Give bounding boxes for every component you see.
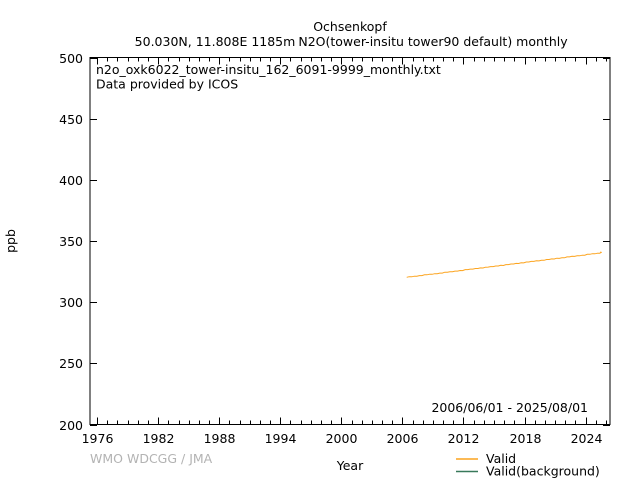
x-tick-label: 2018 — [510, 431, 542, 446]
y-tick-label: 400 — [59, 173, 83, 188]
legend: Valid Valid(background) — [456, 451, 600, 479]
x-tick-label: 1976 — [82, 431, 114, 446]
data-provider-annotation: Data provided by ICOS — [96, 77, 238, 92]
date-range-label: 2006/06/01 - 2025/08/01 — [431, 400, 588, 415]
y-axis-title: ppb — [3, 229, 18, 253]
legend-valid-background-label: Valid(background) — [486, 464, 600, 479]
x-tick-label: 2006 — [387, 431, 419, 446]
parameter-label: N2O(tower-insitu tower90 default) monthl… — [298, 34, 568, 49]
y-tick-label: 350 — [59, 234, 83, 249]
x-tick-label: 2012 — [448, 431, 480, 446]
series-line-valid — [406, 251, 602, 278]
plot-border — [89, 57, 611, 425]
series-layer — [406, 251, 602, 278]
x-tick-label: 2024 — [571, 431, 603, 446]
x-axis-title: Year — [336, 458, 364, 473]
x-tick-label: 1994 — [265, 431, 297, 446]
wmo-wdcgg-jma-watermark: WMO WDCGG / JMA — [90, 451, 213, 466]
chart-title: Ochsenkopf — [313, 19, 387, 34]
x-tick-label: 2000 — [326, 431, 358, 446]
y-tick-label: 500 — [59, 51, 83, 66]
axes-layer: 1976 1982 1988 1994 2000 2006 2012 2018 2024 200 2… — [59, 51, 611, 446]
y-tick-label: 200 — [59, 418, 83, 433]
datafile-annotation: n2o_oxk6022_tower-insitu_162_6091-9999_m… — [96, 62, 441, 77]
x-tick-label: 1988 — [204, 431, 236, 446]
y-tick-label: 450 — [59, 112, 83, 127]
y-tick-label: 300 — [59, 295, 83, 310]
y-tick-label: 250 — [59, 356, 83, 371]
station-location-label: 50.030N, 11.808E 1185m — [135, 34, 296, 49]
legend-valid-label: Valid — [486, 451, 516, 466]
x-tick-label: 1982 — [143, 431, 175, 446]
